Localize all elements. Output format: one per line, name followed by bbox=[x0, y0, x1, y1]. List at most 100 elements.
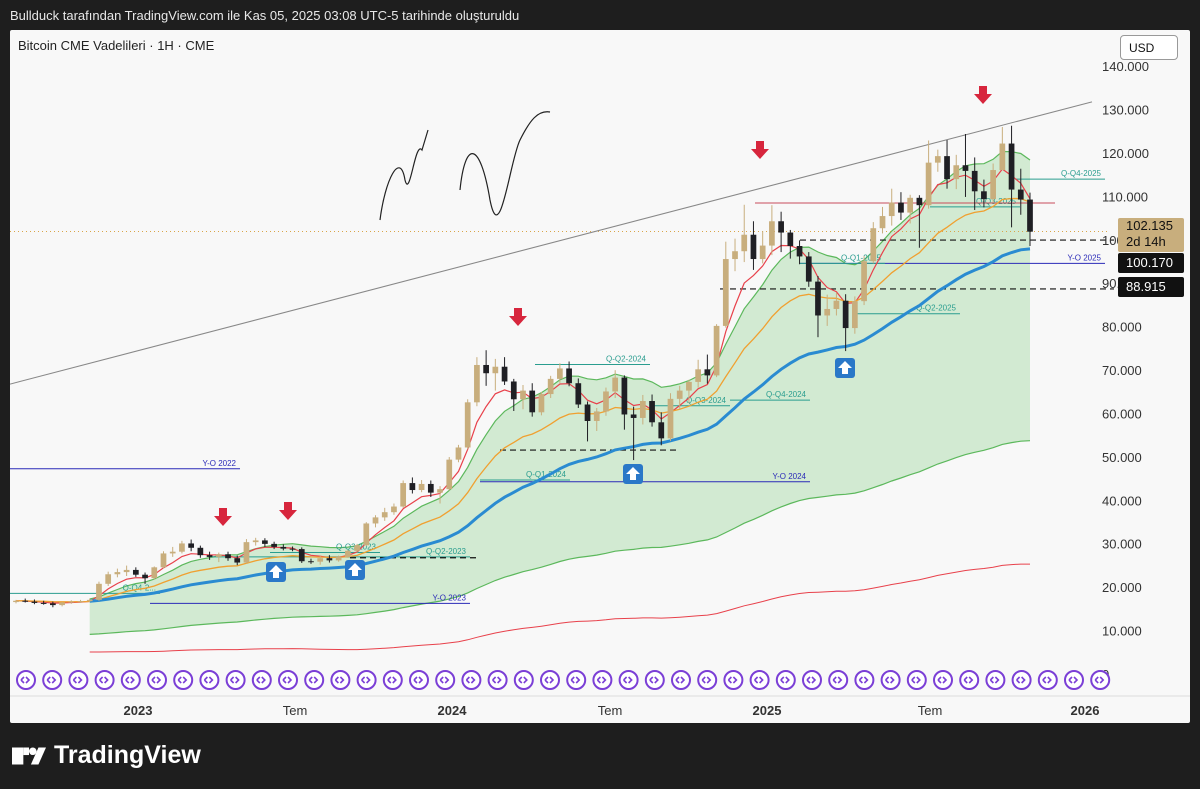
candle-body bbox=[630, 414, 637, 418]
candle bbox=[160, 551, 167, 569]
candle-body bbox=[759, 245, 766, 260]
event-marker-icon bbox=[933, 670, 953, 690]
candle bbox=[529, 383, 536, 417]
event-marker-icon bbox=[409, 670, 429, 690]
candle-body bbox=[160, 553, 167, 568]
candle bbox=[50, 601, 56, 608]
candle bbox=[114, 568, 121, 578]
candle-body bbox=[695, 369, 702, 382]
level-label: Q-Q4-2024 bbox=[766, 390, 807, 399]
currency-button[interactable]: USD bbox=[1120, 35, 1178, 60]
y-tick-label: 120.000 bbox=[1102, 146, 1149, 161]
y-tick-label: 40.000 bbox=[1102, 493, 1142, 508]
candle-body bbox=[381, 512, 388, 518]
level-label: Y-O 2024 bbox=[772, 472, 806, 481]
event-marker-icon bbox=[42, 670, 63, 690]
candle-body bbox=[898, 202, 904, 213]
candle bbox=[787, 229, 794, 259]
y-tick-label: 50.000 bbox=[1102, 450, 1142, 465]
candle-body bbox=[22, 600, 29, 602]
candle bbox=[409, 477, 416, 494]
candle-body bbox=[593, 411, 600, 421]
candle bbox=[870, 222, 877, 264]
candle bbox=[483, 350, 489, 386]
candle bbox=[879, 206, 886, 234]
candle bbox=[962, 133, 969, 197]
price-chart[interactable]: Y-O 2022 Y-O 2023 Y-O 2024 Y-O 2025 Q-Q4-2..… bbox=[10, 30, 1190, 723]
candle bbox=[833, 292, 840, 316]
price-badge-level-2: 88.915 bbox=[1118, 277, 1184, 297]
candle bbox=[907, 194, 914, 224]
x-tick-label: 2023 bbox=[124, 703, 153, 718]
candle bbox=[446, 457, 453, 491]
level-label: Y-O 2022 bbox=[202, 459, 236, 468]
event-marker-icon bbox=[775, 670, 796, 690]
candle-body bbox=[252, 540, 259, 543]
candle-body bbox=[234, 558, 241, 563]
event-marker-icon bbox=[802, 670, 822, 690]
candle-body bbox=[934, 156, 941, 163]
candle bbox=[86, 598, 93, 603]
down-arrow-icon bbox=[974, 86, 992, 104]
candle-body bbox=[815, 281, 821, 316]
candle-body bbox=[354, 545, 360, 551]
x-tick-label: 2026 bbox=[1071, 703, 1100, 718]
green-band-lower bbox=[89, 440, 1031, 635]
level-label: Y-O 2023 bbox=[432, 593, 466, 602]
chart-panel[interactable]: Bitcoin CME Vadelileri · 1H · CME USD Y-… bbox=[10, 30, 1190, 723]
level-label: Q-Q2-2024 bbox=[606, 355, 647, 364]
candle bbox=[732, 238, 738, 272]
candle bbox=[206, 551, 213, 560]
candle bbox=[326, 555, 333, 563]
y-tick-label: 30.000 bbox=[1102, 537, 1142, 552]
candle-body bbox=[787, 232, 794, 247]
candle-body bbox=[713, 325, 720, 376]
candle bbox=[298, 547, 305, 563]
candle bbox=[391, 503, 397, 515]
candle-body bbox=[105, 574, 112, 584]
candle-body bbox=[151, 567, 158, 579]
candle bbox=[381, 507, 388, 521]
candle-body bbox=[372, 517, 379, 524]
candle-body bbox=[861, 261, 867, 302]
candle bbox=[1017, 168, 1024, 215]
candle-body bbox=[501, 366, 508, 382]
event-marker-icon bbox=[618, 670, 639, 690]
candle-body bbox=[1017, 189, 1024, 200]
candle-body bbox=[483, 364, 489, 374]
x-tick-label: Tem bbox=[283, 703, 308, 718]
candle bbox=[234, 555, 241, 566]
candle bbox=[722, 241, 729, 328]
level-label: Q-Q2-2023 bbox=[426, 547, 467, 556]
event-marker-icon bbox=[723, 670, 744, 690]
candle-body bbox=[566, 368, 572, 384]
candle-body bbox=[547, 378, 554, 395]
candle bbox=[713, 324, 720, 378]
event-marker-icon bbox=[251, 670, 272, 690]
level-label: Q-Q4-2025 bbox=[1061, 169, 1102, 178]
candle-body bbox=[68, 601, 75, 603]
event-marker-icon bbox=[278, 670, 298, 690]
candle bbox=[169, 546, 176, 557]
candle bbox=[676, 385, 683, 410]
candle-body bbox=[925, 162, 932, 206]
event-marker-icon bbox=[959, 670, 980, 690]
candle bbox=[658, 412, 665, 446]
candles bbox=[13, 125, 1033, 608]
candle bbox=[621, 375, 628, 430]
candle-body bbox=[455, 447, 462, 460]
candle bbox=[13, 599, 19, 604]
event-marker-icon bbox=[854, 670, 875, 690]
level-label: Q-Q4-2... bbox=[123, 583, 156, 592]
event-marker-icon bbox=[356, 670, 377, 690]
down-arrow-icon bbox=[509, 308, 527, 326]
up-arrow-icon bbox=[266, 562, 286, 582]
candle-body bbox=[243, 542, 250, 563]
candle bbox=[990, 163, 996, 203]
event-marker-icon bbox=[435, 670, 456, 690]
price-badge-level-1: 100.170 bbox=[1118, 253, 1184, 273]
candle bbox=[1008, 125, 1015, 228]
candle-body bbox=[981, 191, 987, 200]
candle-body bbox=[326, 558, 333, 561]
candle bbox=[649, 394, 655, 427]
